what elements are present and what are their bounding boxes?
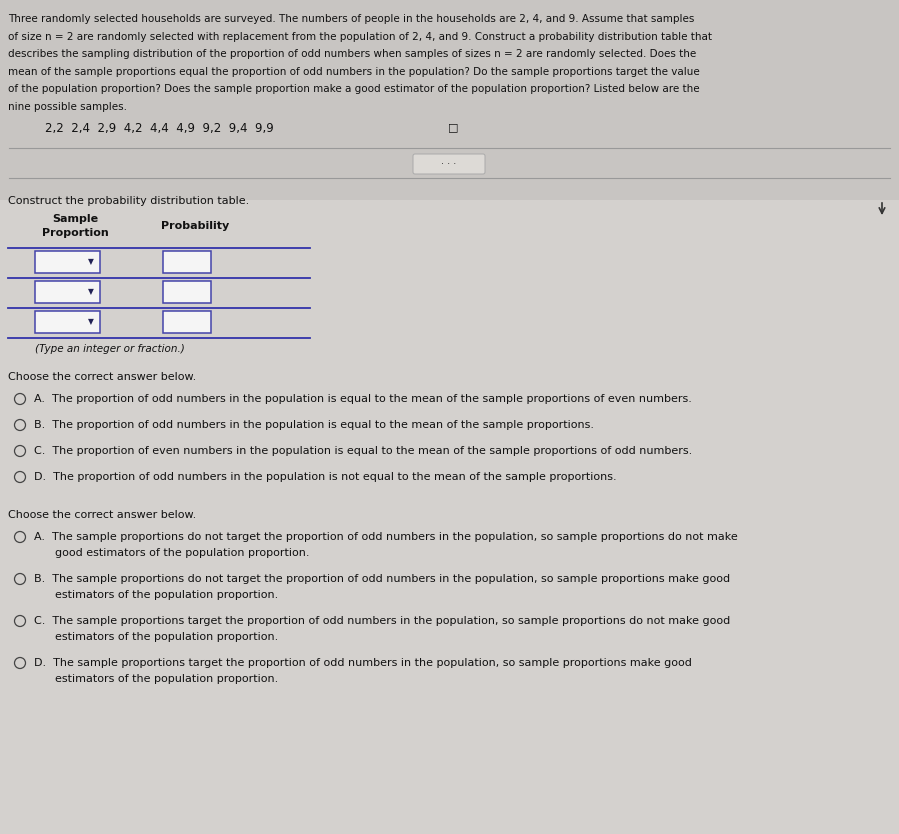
Text: Three randomly selected households are surveyed. The numbers of people in the ho: Three randomly selected households are s… <box>8 14 694 24</box>
Text: of the population proportion? Does the sample proportion make a good estimator o: of the population proportion? Does the s… <box>8 84 699 94</box>
Text: C.  The proportion of even numbers in the population is equal to the mean of the: C. The proportion of even numbers in the… <box>34 446 692 456</box>
Text: 2,2  2,4  2,9  4,2  4,4  4,9  9,2  9,4  9,9: 2,2 2,4 2,9 4,2 4,4 4,9 9,2 9,4 9,9 <box>30 122 274 135</box>
Text: B.  The proportion of odd numbers in the population is equal to the mean of the : B. The proportion of odd numbers in the … <box>34 420 594 430</box>
FancyBboxPatch shape <box>413 154 485 174</box>
Text: Construct the probability distribution table.: Construct the probability distribution t… <box>8 196 249 206</box>
Text: (Type an integer or fraction.): (Type an integer or fraction.) <box>35 344 185 354</box>
FancyBboxPatch shape <box>35 251 100 273</box>
FancyBboxPatch shape <box>35 311 100 333</box>
Text: ▼: ▼ <box>88 318 93 326</box>
Text: C.  The sample proportions target the proportion of odd numbers in the populatio: C. The sample proportions target the pro… <box>34 616 730 626</box>
Text: Probability: Probability <box>161 221 229 231</box>
Text: describes the sampling distribution of the proportion of odd numbers when sample: describes the sampling distribution of t… <box>8 49 696 59</box>
Text: A.  The proportion of odd numbers in the population is equal to the mean of the : A. The proportion of odd numbers in the … <box>34 394 692 404</box>
FancyBboxPatch shape <box>163 251 211 273</box>
Text: B.  The sample proportions do not target the proportion of odd numbers in the po: B. The sample proportions do not target … <box>34 574 730 584</box>
Text: ▼: ▼ <box>88 288 93 297</box>
Text: A.  The sample proportions do not target the proportion of odd numbers in the po: A. The sample proportions do not target … <box>34 532 738 542</box>
Text: good estimators of the population proportion.: good estimators of the population propor… <box>34 548 309 558</box>
Text: estimators of the population proportion.: estimators of the population proportion. <box>34 590 279 600</box>
Text: estimators of the population proportion.: estimators of the population proportion. <box>34 674 279 684</box>
Text: nine possible samples.: nine possible samples. <box>8 102 127 112</box>
Text: Choose the correct answer below.: Choose the correct answer below. <box>8 372 196 382</box>
Text: of size n = 2 are randomly selected with replacement from the population of 2, 4: of size n = 2 are randomly selected with… <box>8 32 712 42</box>
Text: D.  The proportion of odd numbers in the population is not equal to the mean of : D. The proportion of odd numbers in the … <box>34 472 617 482</box>
Text: ▼: ▼ <box>88 258 93 267</box>
FancyBboxPatch shape <box>0 0 899 200</box>
Text: mean of the sample proportions equal the proportion of odd numbers in the popula: mean of the sample proportions equal the… <box>8 67 699 77</box>
Text: Proportion: Proportion <box>41 228 109 238</box>
Text: · · ·: · · · <box>441 159 457 169</box>
FancyBboxPatch shape <box>163 311 211 333</box>
Text: Sample: Sample <box>52 214 98 224</box>
Text: Choose the correct answer below.: Choose the correct answer below. <box>8 510 196 520</box>
Text: estimators of the population proportion.: estimators of the population proportion. <box>34 632 279 642</box>
FancyBboxPatch shape <box>35 281 100 303</box>
Text: D.  The sample proportions target the proportion of odd numbers in the populatio: D. The sample proportions target the pro… <box>34 658 692 668</box>
FancyBboxPatch shape <box>163 281 211 303</box>
Text: □: □ <box>448 122 458 132</box>
